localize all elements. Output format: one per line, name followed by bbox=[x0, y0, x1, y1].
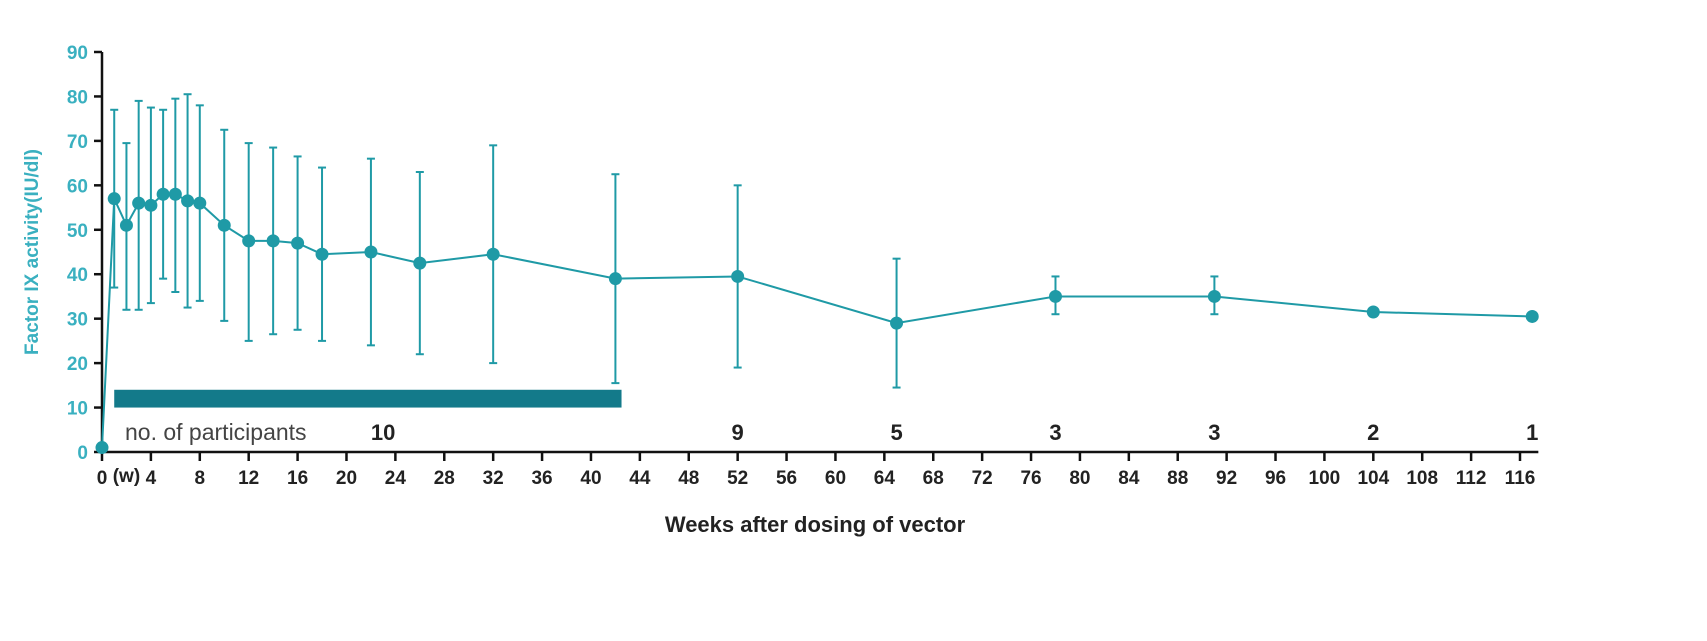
participant-count: 2 bbox=[1367, 420, 1379, 445]
x-tick-label: 20 bbox=[336, 468, 357, 489]
participant-count: 3 bbox=[1049, 420, 1061, 445]
data-point bbox=[193, 196, 207, 210]
period-bar bbox=[114, 389, 622, 408]
x-tick-label: 108 bbox=[1406, 468, 1438, 489]
participant-counts: 10 9 5 3 3 2 1 bbox=[371, 420, 1538, 445]
x-tick-label: 104 bbox=[1357, 468, 1389, 489]
y-tick-label: 60 bbox=[67, 176, 88, 197]
y-tick-label: 80 bbox=[67, 87, 88, 108]
x-tick-label: 56 bbox=[776, 468, 797, 489]
data-point bbox=[242, 234, 256, 248]
data-point bbox=[132, 196, 146, 210]
data-point bbox=[266, 234, 280, 248]
data-point bbox=[364, 245, 378, 259]
y-tick-label: 50 bbox=[67, 221, 88, 242]
y-tick-label: 30 bbox=[67, 310, 88, 331]
y-tick-label: 20 bbox=[67, 354, 88, 375]
participant-count: 10 bbox=[371, 420, 395, 445]
participant-count: 5 bbox=[890, 420, 902, 445]
x-tick-label: 80 bbox=[1069, 468, 1090, 489]
x-tick-label: 48 bbox=[678, 468, 699, 489]
data-point bbox=[315, 247, 329, 261]
y-tick-label: 70 bbox=[67, 132, 88, 153]
y-tick-label: 0 bbox=[77, 443, 88, 464]
data-point bbox=[107, 192, 121, 206]
data-point bbox=[168, 187, 182, 201]
y-tick-label: 90 bbox=[67, 43, 88, 64]
x-tick-label: 44 bbox=[629, 468, 651, 489]
y-tick-label: 10 bbox=[67, 399, 88, 420]
x-tick-label: 68 bbox=[923, 468, 944, 489]
x-tick-label: 84 bbox=[1118, 468, 1140, 489]
x-tick-label: 4 bbox=[146, 468, 157, 489]
data-point bbox=[608, 272, 622, 286]
data-point bbox=[156, 187, 170, 201]
x-tick-label: 24 bbox=[385, 468, 407, 489]
data-point bbox=[181, 194, 195, 208]
x-tick-label: 64 bbox=[874, 468, 896, 489]
x-tick-label: 52 bbox=[727, 468, 748, 489]
participant-count: 9 bbox=[732, 420, 744, 445]
x-tick-label: 96 bbox=[1265, 468, 1286, 489]
data-point bbox=[890, 316, 904, 330]
data-point bbox=[486, 247, 500, 261]
series-line-group bbox=[95, 187, 1539, 455]
series-line bbox=[101, 193, 1533, 448]
data-point bbox=[144, 198, 158, 212]
data-point bbox=[1525, 309, 1539, 323]
participants-label: no. of participants bbox=[125, 419, 307, 445]
x-tick-marker: (w) bbox=[113, 466, 140, 487]
x-tick-label: 12 bbox=[238, 468, 259, 489]
participant-count: 1 bbox=[1526, 420, 1538, 445]
x-tick-label: 60 bbox=[825, 468, 846, 489]
x-tick-label: 8 bbox=[195, 468, 206, 489]
x-tick-label: 16 bbox=[287, 468, 308, 489]
y-axis-label: Factor IX activity(IU/dl) bbox=[22, 149, 43, 355]
y-tick-label: 40 bbox=[67, 265, 88, 286]
x-tick-label: 100 bbox=[1309, 468, 1341, 489]
x-tick-label: 72 bbox=[972, 468, 993, 489]
x-tick-label: 116 bbox=[1505, 468, 1536, 489]
x-tick-label: 36 bbox=[531, 468, 552, 489]
data-point bbox=[731, 269, 745, 283]
data-point bbox=[1366, 305, 1380, 319]
x-tick-label: 92 bbox=[1216, 468, 1237, 489]
data-point bbox=[1207, 289, 1221, 303]
participant-count: 3 bbox=[1208, 420, 1220, 445]
data-point bbox=[1048, 289, 1062, 303]
x-tick-label: 88 bbox=[1167, 468, 1188, 489]
x-axis-label: Weeks after dosing of vector bbox=[665, 512, 966, 537]
period-bar-group bbox=[114, 389, 622, 408]
data-point bbox=[95, 441, 109, 455]
data-point bbox=[119, 218, 133, 232]
x-tick-label: 28 bbox=[434, 468, 455, 489]
x-tick-label: 40 bbox=[580, 468, 601, 489]
data-point bbox=[413, 256, 427, 270]
x-tick-label: 112 bbox=[1456, 468, 1487, 489]
data-point bbox=[217, 218, 231, 232]
x-tick-label: 32 bbox=[483, 468, 504, 489]
x-tick-label: 0 bbox=[97, 468, 108, 489]
x-tick-label: 76 bbox=[1020, 468, 1041, 489]
data-point bbox=[291, 236, 305, 250]
